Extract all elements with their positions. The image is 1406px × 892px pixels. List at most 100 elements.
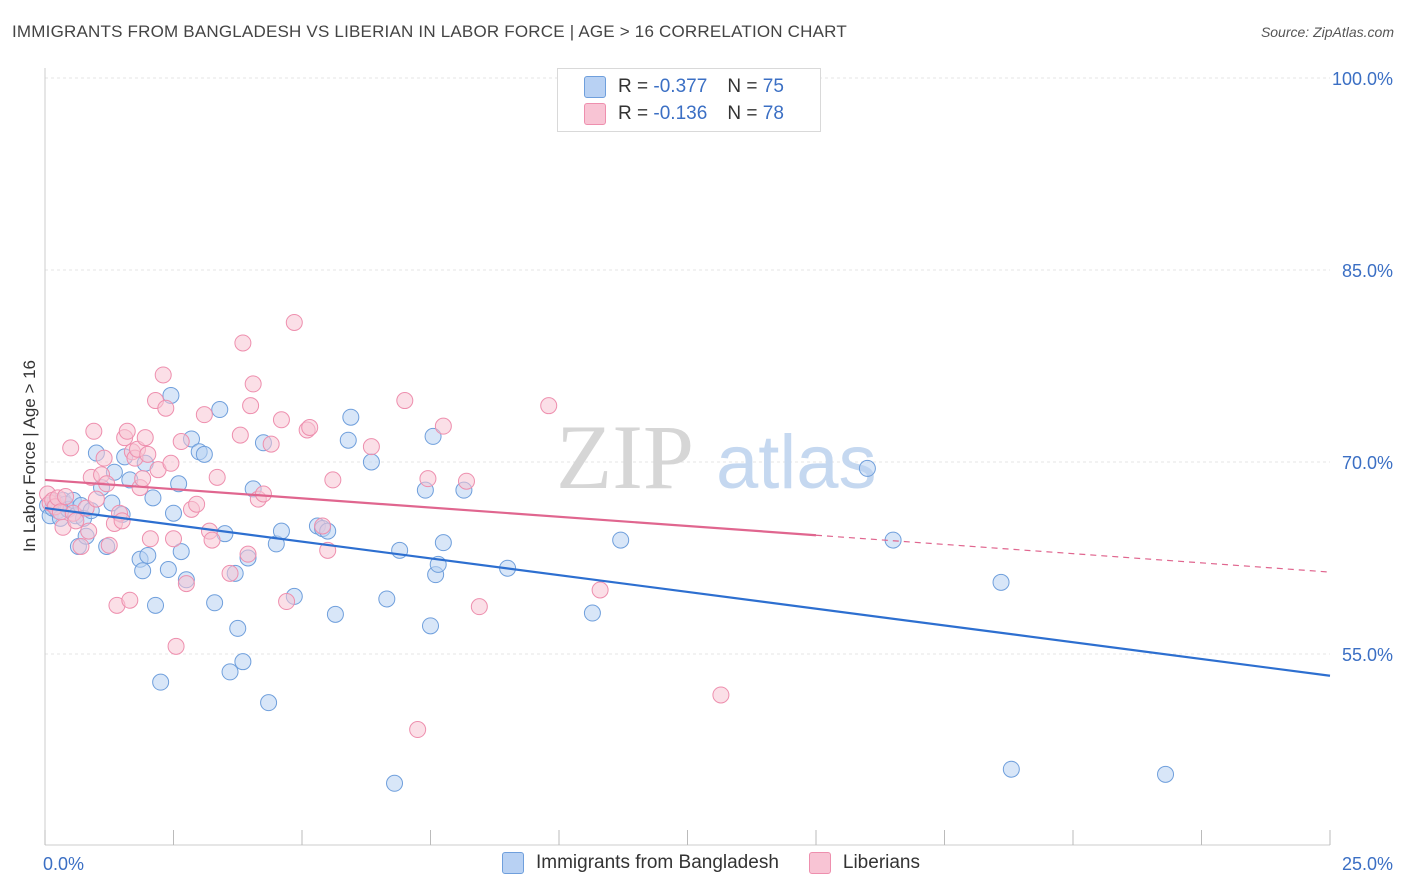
pink-data-point (165, 530, 182, 548)
blue-data-point (1002, 760, 1020, 778)
blue-data-point (858, 459, 876, 477)
legend-swatch-pink (584, 103, 606, 125)
trend-layer (44, 478, 1331, 677)
pink-data-point (134, 470, 152, 488)
chart-title: IMMIGRANTS FROM BANGLADESH VS LIBERIAN I… (12, 22, 847, 41)
pink-data-point (272, 411, 290, 429)
pink-data-point (57, 488, 75, 506)
pink-data-point (409, 721, 427, 739)
blue-data-point (139, 546, 157, 564)
pink-data-point (157, 399, 175, 417)
blue-data-point (195, 445, 213, 463)
blue-data-point (326, 605, 344, 623)
blue-data-point (211, 401, 229, 419)
pink-data-point (195, 406, 213, 424)
tick-label-layer: 55.0% 70.0% 85.0% 100.0% 0.0% 25.0% (43, 69, 1393, 874)
pink-data-point (434, 417, 452, 435)
pink-data-point (262, 435, 280, 453)
blue-data-point (159, 561, 177, 579)
correlation-legend: R = -0.377 N = 75 R = -0.136 N = 78 (557, 68, 821, 132)
n-label: N = (727, 103, 758, 124)
y-tick-label: 70.0% (1342, 453, 1393, 473)
pink-data-point (324, 471, 342, 489)
blue-data-point (386, 774, 404, 792)
series-legend: Immigrants from Bangladesh Liberians (502, 852, 950, 874)
pink-data-point (540, 397, 558, 415)
pink-data-point (362, 438, 380, 456)
pink-data-point (177, 575, 195, 593)
blue-data-point (206, 594, 224, 612)
pink-data-point (419, 470, 437, 488)
pink-data-point (242, 397, 260, 415)
blue-data-point (342, 408, 360, 426)
pink-data-point (396, 392, 414, 410)
watermark-zip: ZIP (556, 406, 694, 508)
axis-layer (44, 68, 1331, 846)
pink-data-point (231, 426, 249, 444)
pink-data-point (162, 454, 180, 472)
pink-data-point (203, 531, 221, 549)
pink-data-point (457, 472, 475, 490)
blue-data-point (339, 431, 357, 449)
blue-data-point (992, 573, 1010, 591)
n-value: 78 (762, 103, 784, 124)
blue-data-point (144, 489, 162, 507)
pink-data-point (80, 522, 98, 540)
blue-data-point (612, 531, 630, 549)
pink-data-point (67, 512, 85, 530)
r-value: -0.136 (653, 103, 708, 124)
legend-swatch-pink (808, 852, 831, 874)
pink-data-point (470, 598, 488, 616)
pink-data-point (100, 536, 118, 554)
pink-data-point (139, 445, 157, 463)
pink-data-point (188, 495, 206, 513)
y-tick-label: 85.0% (1342, 261, 1393, 281)
watermark: ZIP atlas (556, 406, 877, 508)
blue-data-point (234, 653, 252, 671)
n-value: 75 (762, 76, 784, 97)
pink-data-point (172, 433, 190, 451)
pink-trend-line (44, 478, 817, 537)
points-layer (39, 313, 1175, 792)
legend-row-bangladesh: R = -0.377 N = 75 (584, 74, 784, 100)
blue-data-point (147, 596, 165, 614)
legend-swatch-blue (502, 852, 524, 874)
pink-data-point (301, 418, 319, 436)
pink-trend-line-extension (815, 534, 1331, 573)
pink-data-point (136, 429, 154, 447)
pink-data-point (285, 313, 303, 331)
x-tick-label: 0.0% (43, 854, 84, 874)
blue-data-point (424, 427, 442, 445)
blue-trend-line (44, 506, 1331, 677)
legend-label: Liberians (842, 852, 920, 873)
blue-data-point (172, 543, 190, 561)
blue-data-point (583, 604, 601, 622)
y-axis-label: In Labor Force | Age > 16 (20, 359, 39, 553)
pink-data-point (141, 530, 159, 548)
pink-data-point (244, 375, 262, 393)
pink-data-point (221, 564, 239, 582)
blue-data-point (165, 504, 182, 522)
blue-data-point (170, 475, 188, 493)
n-label: N = (727, 76, 758, 97)
legend-item-bangladesh[interactable]: Immigrants from Bangladesh (502, 852, 779, 874)
watermark-atlas: atlas (716, 420, 877, 505)
pink-data-point (712, 686, 730, 704)
blue-data-point (260, 694, 278, 712)
legend-row-liberians: R = -0.136 N = 78 (584, 101, 784, 127)
pink-data-point (121, 591, 139, 609)
legend-swatch-blue (584, 76, 606, 98)
x-tick-label: 25.0% (1342, 854, 1393, 874)
legend-item-liberians[interactable]: Liberians (808, 852, 920, 874)
blue-data-point (221, 663, 239, 681)
r-label: R = (618, 76, 649, 97)
legend-label: Immigrants from Bangladesh (536, 852, 779, 873)
blue-data-point (272, 522, 290, 540)
pink-data-point (113, 512, 131, 530)
r-value: -0.377 (653, 76, 708, 97)
pink-data-point (87, 490, 105, 508)
pink-data-point (167, 637, 185, 655)
y-tick-label: 100.0% (1332, 69, 1393, 89)
source-credit: Source: ZipAtlas.com (1260, 24, 1394, 40)
